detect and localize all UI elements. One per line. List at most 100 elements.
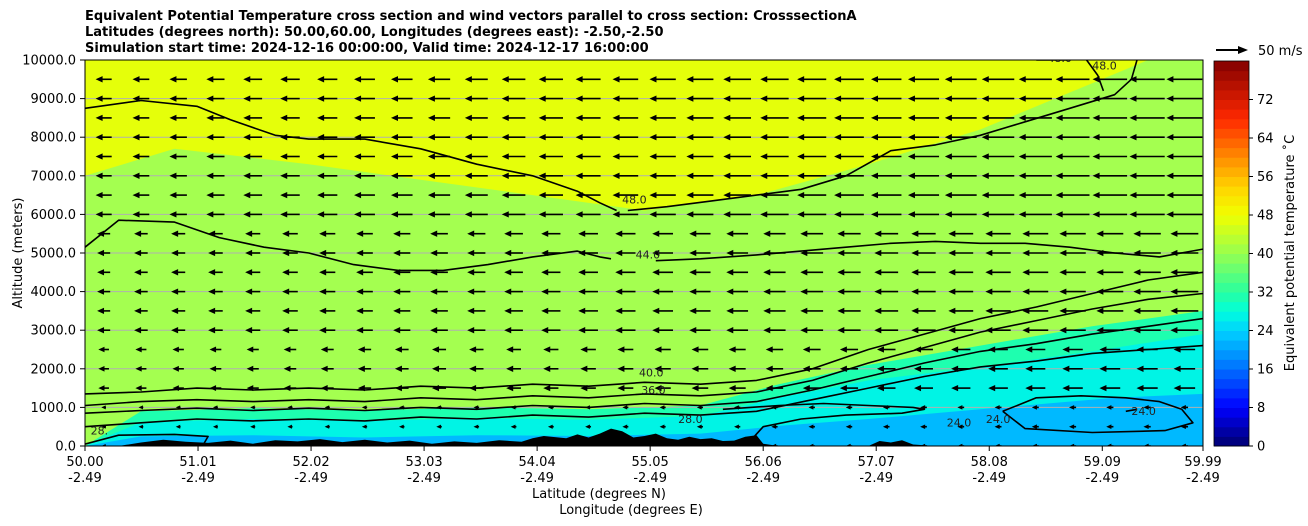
wind-vector (464, 191, 488, 199)
wind-vector (354, 95, 375, 102)
wind-vector (1133, 307, 1161, 315)
wind-vector (319, 230, 336, 237)
wind-vector (354, 191, 375, 199)
wind-vector (206, 172, 225, 179)
grid-lines (85, 98, 1203, 408)
wind-vector (874, 307, 899, 315)
y-tick-label: 0.0 (55, 440, 76, 455)
wind-vector (944, 95, 977, 102)
x-tick-label-lat: 53.03 (405, 455, 442, 470)
y-tick-label: 10000.0 (22, 54, 76, 69)
wind-vector (1018, 114, 1052, 122)
wind-vector (691, 365, 709, 372)
wind-vector (243, 211, 263, 218)
wind-vector (948, 288, 974, 295)
wind-vector (1018, 76, 1052, 83)
wind-vector (97, 269, 111, 276)
wind-vector (356, 230, 373, 237)
wind-vector (393, 269, 411, 276)
wind-vector (319, 288, 336, 295)
wind-vector (911, 327, 936, 334)
wind-vector (689, 307, 711, 315)
wind-vector (538, 153, 563, 160)
wind-vector (134, 327, 148, 334)
wind-vector (209, 385, 222, 392)
y-tick-label: 1000.0 (31, 401, 77, 416)
wind-vector (208, 269, 223, 276)
wind-vector (1166, 134, 1203, 141)
wind-vector (1170, 288, 1199, 295)
filled-band (85, 60, 1149, 211)
wind-vector (317, 95, 338, 102)
wind-vector (1031, 424, 1039, 429)
colorbar-cell (1214, 195, 1249, 206)
colorbar-cell (1214, 109, 1249, 120)
wind-vector (575, 134, 601, 141)
wind-vector (871, 211, 902, 218)
wind-vector (837, 307, 861, 315)
wind-vector (243, 95, 263, 102)
wind-vector (319, 249, 336, 257)
wind-vector (427, 114, 451, 122)
wind-vector (1062, 384, 1083, 392)
wind-vector (473, 405, 480, 410)
x-tick-label-lon: -2.49 (972, 471, 1006, 486)
wind-vector (95, 191, 112, 199)
colorbar-cell (1214, 397, 1249, 408)
wind-vector (834, 114, 864, 122)
wind-vector (834, 172, 864, 179)
wind-vector (464, 114, 488, 122)
wind-vector (1018, 172, 1052, 179)
wind-vector (911, 230, 936, 237)
contour-label: 48.0 (1092, 60, 1117, 73)
wind-vector (920, 405, 927, 410)
wind-vector (280, 76, 300, 83)
filled-band (85, 393, 1203, 446)
wind-vector (245, 288, 261, 295)
contour-line (85, 433, 209, 445)
wind-vector (98, 346, 109, 353)
wind-vector (994, 424, 1002, 429)
wind-vector (1133, 269, 1161, 276)
wind-vector (1170, 269, 1199, 276)
wind-vector (432, 365, 447, 372)
wind-vector (282, 269, 298, 276)
wind-vector (317, 153, 338, 160)
wind-vector (1170, 307, 1199, 315)
wind-vector (689, 327, 711, 334)
wind-vector (432, 384, 447, 392)
wind-vector (734, 405, 741, 410)
contour-line (85, 292, 1203, 407)
wind-vector (354, 114, 375, 122)
wind-vector (280, 134, 300, 141)
wind-vector (393, 327, 411, 334)
wind-vector (132, 134, 150, 141)
colorbar-cell (1214, 61, 1249, 72)
wind-vector (430, 230, 448, 237)
wind-vector (547, 405, 554, 410)
wind-vector (765, 384, 784, 392)
wind-vector (1062, 365, 1083, 372)
wind-vector (473, 443, 480, 446)
colorbar-cell (1214, 378, 1249, 389)
wind-vector (208, 249, 223, 257)
wind-vector (834, 211, 864, 218)
wind-vector (944, 191, 977, 199)
wind-vector (101, 405, 106, 410)
wind-vector (243, 172, 263, 179)
wind-vector (467, 249, 486, 257)
wind-vector (659, 424, 666, 429)
wind-vector (206, 153, 225, 160)
wind-vector (686, 172, 714, 179)
y-tick-label: 9000.0 (31, 92, 77, 107)
wind-vector (393, 288, 411, 295)
wind-vector (1096, 288, 1124, 295)
wind-vector (1136, 384, 1158, 392)
wind-vector (1055, 172, 1090, 179)
wind-vector (95, 211, 112, 218)
wind-vector (1092, 95, 1128, 102)
contour-label: 28. (91, 424, 109, 437)
wind-vector (802, 365, 821, 372)
wind-vector (95, 153, 112, 160)
